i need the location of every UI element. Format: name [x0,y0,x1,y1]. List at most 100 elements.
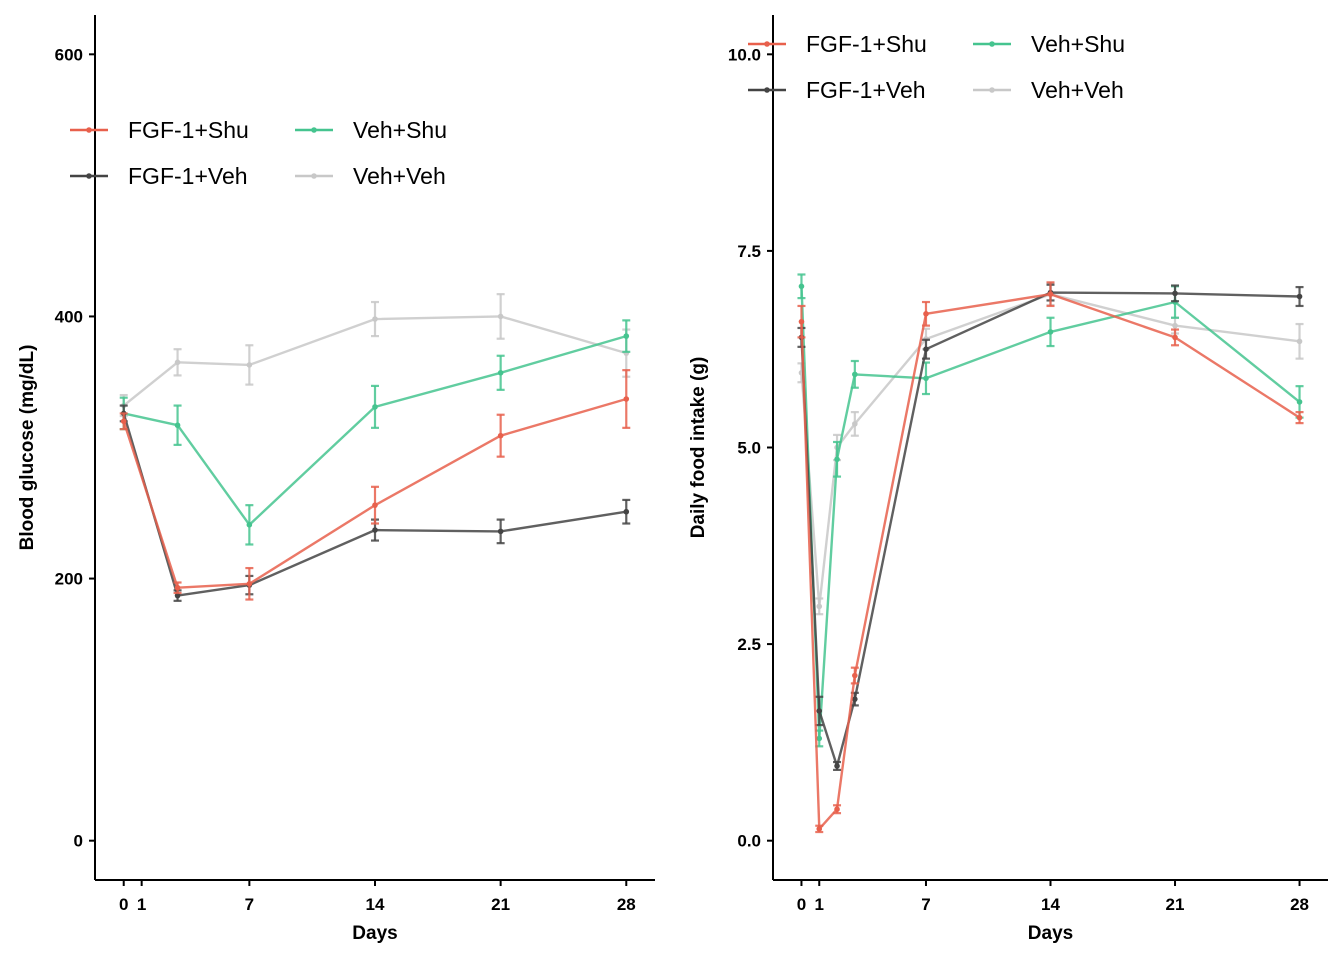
y-tick-label: 200 [55,570,83,589]
series-line [122,413,627,597]
series-line [122,315,627,407]
data-point [923,375,929,382]
x-axis-title: Days [352,923,397,944]
y-axis-title: Daily food intake (g) [688,357,709,539]
legend-label: Veh+Veh [1031,77,1124,103]
data-point [623,508,630,515]
legend-item: FGF-1+Shu [70,117,249,143]
series-veh-shu [797,273,1304,748]
data-point [1296,414,1303,421]
x-tick-label: 0 [119,895,128,914]
data-point [1296,293,1303,300]
data-point [372,404,378,410]
x-tick-label: 21 [1166,895,1185,914]
series-line [800,291,1300,768]
data-point [623,396,630,402]
legend-marker [989,41,995,47]
data-point [497,528,504,535]
series-line [800,293,1301,831]
data-point [246,522,253,528]
x-tick-label: 7 [245,895,254,914]
x-tick-label: 21 [491,895,510,914]
y-tick-label: 0 [74,832,83,851]
y-tick-label: 400 [55,307,83,326]
x-tick-label: 14 [1041,895,1060,914]
data-point [174,592,181,599]
legend-label: FGF-1+Veh [128,163,248,189]
legend: FGF-1+Shu FGF-1+Veh Veh+Shu Veh+Veh [70,117,447,189]
y-tick-label: 5.0 [737,439,761,458]
data-point [798,318,805,325]
data-point [834,806,840,813]
legend-item: Veh+Veh [973,77,1124,103]
legend-label: FGF-1+Shu [128,117,249,143]
data-point [816,603,823,610]
series-line [123,334,627,526]
data-point [816,708,823,714]
data-point [174,359,181,366]
data-point [497,432,504,439]
data-point [174,422,181,429]
legend-marker [764,87,770,93]
data-point [1047,291,1054,297]
data-point [852,696,858,702]
legend-item: Veh+Veh [295,163,446,189]
legend-label: FGF-1+Veh [806,77,926,103]
data-point [497,369,504,376]
data-point [497,313,504,320]
data-point [852,672,858,679]
legend: FGF-1+Shu FGF-1+Veh Veh+Shu Veh+Veh [748,31,1125,103]
data-point [372,316,378,322]
y-tick-label: 10.0 [728,45,761,64]
series-fgf-1-shu [119,369,631,601]
y-tick-label: 2.5 [737,635,761,654]
x-tick-label: 1 [815,895,824,914]
series-line [122,397,627,589]
data-point [1172,322,1178,329]
data-point [816,826,823,832]
data-point [372,527,378,533]
legend-marker [86,127,92,133]
legend-marker [86,173,92,179]
data-point [1172,334,1178,341]
data-point [923,311,929,317]
data-point [372,502,378,508]
data-point [623,333,630,339]
x-tick-label: 7 [921,895,930,914]
legend-item: FGF-1+Veh [748,77,926,103]
y-tick-label: 600 [55,45,83,64]
data-point [834,456,840,463]
data-point [120,418,127,425]
legend-marker [311,127,317,133]
legend-label: Veh+Shu [1031,31,1125,57]
y-tick-label: 0.0 [737,832,761,851]
legend-item: FGF-1+Shu [748,31,927,57]
chart-panel-2: 0.0 2.5 5.0 7.5 10.0 0 1 7 14 21 28 Days Daily food … [688,15,1328,944]
x-tick-label: 0 [797,895,806,914]
legend-marker [764,41,770,47]
data-point [246,362,253,368]
data-point [1296,399,1303,405]
y-tick-label: 7.5 [737,242,761,261]
legend-label: FGF-1+Shu [806,31,927,57]
data-point [1172,290,1178,297]
x-tick-label: 28 [617,895,636,914]
data-point [1047,329,1054,335]
legend-marker [989,87,995,93]
data-point [834,763,840,769]
series-fgf-1-veh [797,283,1304,772]
x-axis-title: Days [1028,923,1073,944]
data-point [852,371,858,378]
data-point [923,346,929,353]
x-tick-label: 1 [137,895,146,914]
series-line [800,286,1301,740]
legend-item: Veh+Shu [295,117,447,143]
legend-marker [311,173,317,179]
series-line [800,293,1300,608]
legend-item: Veh+Shu [973,31,1125,57]
data-point [174,584,181,591]
legend-label: Veh+Veh [353,163,446,189]
data-point [246,581,253,587]
